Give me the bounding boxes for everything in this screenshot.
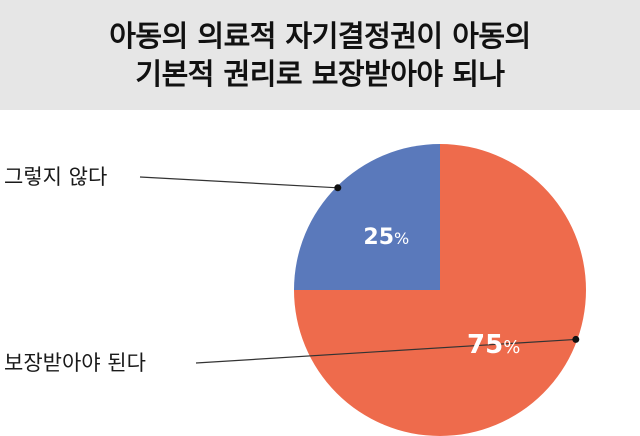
leader-dot: [334, 184, 342, 192]
leader-lines: [139, 176, 580, 364]
slice-category-label: 보장받아야 된다: [4, 351, 146, 375]
slice-category-label: 그렇지 않다: [4, 165, 107, 189]
pie-slice: [294, 144, 440, 290]
chart-title-line-1: 아동의 의료적 자기결정권이 아동의: [109, 19, 531, 53]
leader-line: [195, 338, 576, 364]
leader-line: [139, 176, 338, 189]
pie-slice: [294, 144, 586, 436]
pie-slices: [294, 144, 586, 436]
title-bar: 아동의 의료적 자기결정권이 아동의 기본적 권리로 보장받아야 되나: [0, 0, 640, 110]
slice-percent-label: 25%: [363, 225, 409, 250]
leader-dot: [572, 335, 580, 343]
chart-title-line-2: 기본적 권리로 보장받아야 되나: [135, 57, 505, 91]
percent-labels: 25% 75%: [363, 225, 520, 360]
slice-percent-label: 75%: [467, 330, 520, 360]
